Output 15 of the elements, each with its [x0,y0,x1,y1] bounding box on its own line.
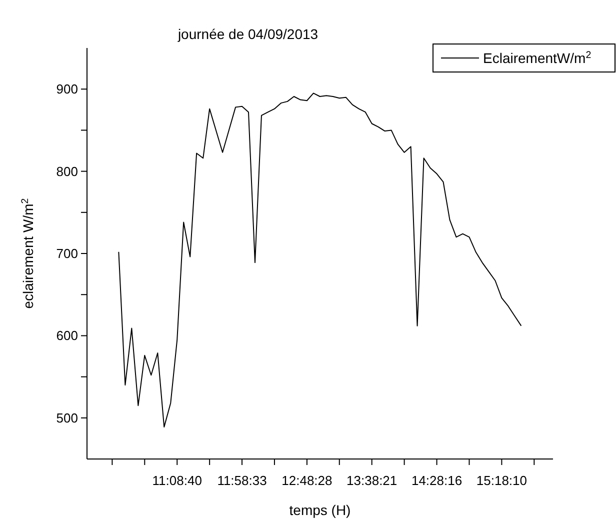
x-tick-label: 11:08:40 [152,473,202,488]
x-axis-title: temps (H) [289,502,351,518]
line-series [118,92,522,428]
y-tick-label: 800 [56,164,78,179]
x-tick-label: 14:28:16 [411,473,462,488]
x-tick-label: 11:58:33 [217,473,267,488]
y-tick-label: 700 [56,246,78,261]
y-tick-label: 900 [56,82,78,97]
y-tick-label: 500 [56,410,78,426]
legend-label: EclairementW/m$^{2}$ [483,50,592,66]
x-tick-label: 15:18:10 [476,473,528,488]
chart-title: journée de 04/09/2013 [176,26,318,42]
x-tick-label: 12:48:28 [282,473,332,488]
y-tick-label: 600 [56,328,78,344]
x-tick-label: 13:38:21 [346,473,398,488]
